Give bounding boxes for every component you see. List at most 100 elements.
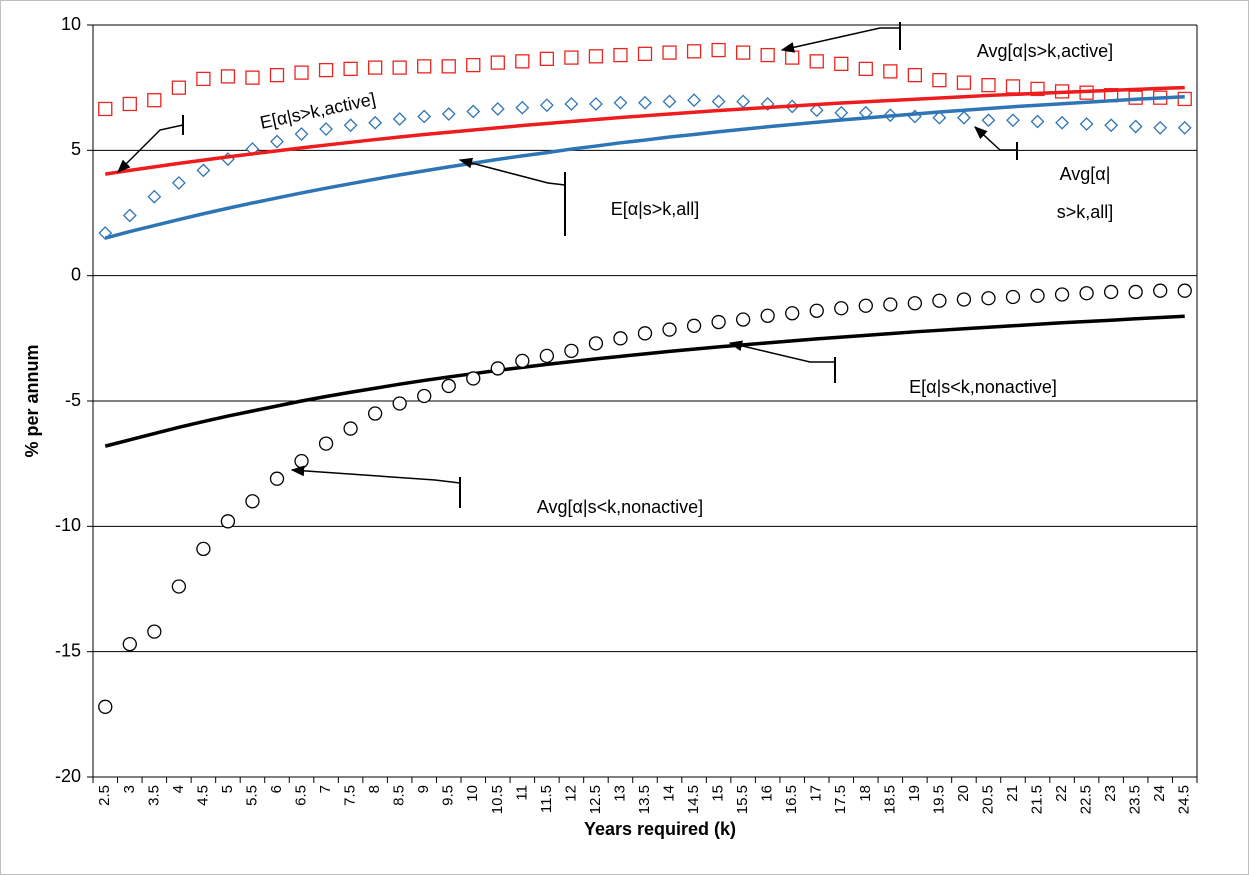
y-tick-label: 0	[71, 264, 81, 284]
circle-marker	[686, 318, 702, 333]
circle-marker	[122, 636, 137, 652]
x-tick-label: 21	[1004, 785, 1021, 802]
diamond-marker	[1128, 119, 1143, 134]
x-tick-label: 23	[1102, 785, 1119, 802]
x-tick-label: 5.5	[243, 785, 260, 806]
square-marker	[686, 44, 702, 59]
x-tick-label: 13	[611, 785, 628, 802]
circle-marker	[515, 353, 530, 369]
square-marker	[466, 57, 481, 73]
x-tick-label: 2.5	[96, 785, 113, 806]
square-marker	[343, 61, 358, 77]
square-marker	[318, 62, 334, 78]
annotation: Avg[α|s<k,nonactive]	[537, 497, 703, 517]
circle-marker	[956, 292, 972, 307]
circle-marker	[1005, 289, 1021, 305]
x-tick-label: 4	[170, 785, 187, 793]
square-marker	[883, 64, 898, 79]
y-tick-label: -15	[55, 640, 81, 660]
diamond-marker	[368, 115, 383, 130]
square-marker	[98, 101, 113, 117]
annotation-text: s>k,all]	[1057, 202, 1114, 222]
diamond-marker	[539, 98, 554, 113]
series-line	[104, 94, 1185, 240]
square-marker	[294, 65, 309, 80]
diamond-marker	[932, 110, 947, 125]
diamond-marker	[171, 176, 186, 190]
annotation-text: E[α|s>k,all]	[611, 199, 700, 219]
x-tick-label: 21.5	[1029, 785, 1046, 814]
square-marker	[539, 51, 555, 66]
diamond-marker	[417, 109, 432, 124]
square-marker	[245, 70, 260, 85]
x-tick-label: 14	[661, 785, 678, 802]
diamond-marker	[490, 102, 505, 116]
square-marker	[613, 47, 628, 63]
diamond-marker	[147, 189, 162, 204]
circle-marker	[294, 454, 309, 469]
circle-marker	[588, 336, 604, 351]
x-tick-label: 17	[808, 785, 825, 802]
circle-marker	[858, 298, 873, 313]
x-tick-label: 9	[415, 785, 432, 793]
x-tick-label: 10.5	[489, 785, 506, 814]
square-marker	[735, 45, 751, 60]
square-marker	[441, 59, 456, 74]
circle-marker	[171, 579, 187, 594]
series-line	[104, 314, 1185, 448]
circle-marker	[785, 306, 800, 321]
x-tick-label: 4.5	[194, 785, 211, 806]
square-marker	[515, 54, 530, 69]
x-tick-label: 12	[562, 785, 579, 802]
diamond-marker	[957, 110, 971, 125]
x-tick-label: 9.5	[440, 785, 457, 806]
circle-marker	[1177, 283, 1192, 298]
diamond-marker	[466, 104, 481, 119]
square-marker	[760, 47, 775, 63]
circle-marker	[343, 421, 358, 436]
circle-marker	[245, 494, 260, 509]
x-tick-label: 18	[857, 785, 874, 802]
x-tick-label: 14.5	[685, 785, 702, 814]
square-marker	[834, 56, 849, 72]
diamond-marker	[564, 97, 579, 111]
annotation-arrow	[290, 465, 461, 484]
diamond-marker	[662, 94, 677, 109]
circle-marker	[147, 624, 162, 639]
x-axis-title: Years required (k)	[584, 819, 736, 839]
diamond-marker	[1006, 113, 1020, 128]
annotation: Avg[α|s>k,active]	[977, 41, 1113, 61]
square-marker	[122, 96, 137, 112]
circle-marker	[1153, 283, 1168, 298]
circle-marker	[834, 301, 849, 316]
annotation-arrow	[117, 124, 184, 173]
annotation-bg	[253, 85, 382, 136]
x-tick-label: 8.5	[391, 785, 408, 806]
x-tick-label: 20.5	[979, 785, 996, 814]
circle-marker	[735, 312, 751, 327]
diamond-marker	[1055, 115, 1069, 130]
x-tick-label: 15.5	[734, 785, 751, 814]
y-tick-label: -5	[65, 390, 81, 410]
square-marker	[1177, 91, 1192, 107]
diamond-marker	[613, 95, 628, 110]
square-marker	[417, 59, 432, 74]
x-tick-label: 13.5	[636, 785, 653, 814]
annotation-arrow	[728, 340, 835, 363]
diamond-marker	[589, 97, 603, 111]
circle-marker	[220, 514, 236, 529]
diamond-marker	[981, 113, 996, 128]
series-line	[105, 85, 1185, 176]
diamond-marker	[1079, 117, 1094, 131]
circle-marker	[98, 699, 113, 714]
square-marker	[1005, 79, 1021, 94]
square-marker	[981, 78, 996, 93]
x-tick-label: 23.5	[1127, 785, 1144, 814]
circle-marker	[981, 291, 996, 306]
square-marker	[564, 50, 579, 65]
x-tick-label: 7.5	[342, 785, 359, 806]
y-tick-label: -20	[55, 766, 81, 786]
diamond-marker	[392, 112, 407, 126]
